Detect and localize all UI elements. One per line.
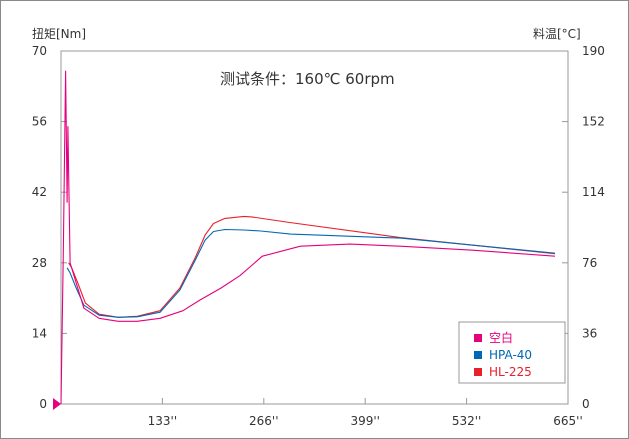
plot-area [60,50,569,405]
y2-tick-label: 36 [582,326,597,340]
legend-label: HPA-40 [489,348,532,362]
series-line-HL-225 [68,215,556,318]
y2-tick-label: 114 [582,185,605,199]
y-tick-label: 70 [32,44,47,58]
legend-swatch [474,334,482,342]
x-tick-label: 665'' [553,414,583,428]
y2-tick-label: 190 [582,44,605,58]
y-tick-label: 42 [32,185,47,199]
legend: 空白 HPA-40 HL-225 [458,321,566,384]
legend-label: 空白 [489,330,513,345]
y-axis-label: 扭矩[Nm] [32,27,86,41]
x-tick-label: 399'' [350,414,380,428]
series-line-空白 [60,70,556,405]
y2-tick-label: 76 [582,256,597,270]
series-line-HPA-40 [66,228,556,318]
x-tick-label: 532'' [452,414,482,428]
legend-label: HL-225 [489,365,532,379]
start-marker-icon [53,398,61,410]
y-tick-label: 28 [32,256,47,270]
y-tick-label: 56 [32,115,47,129]
x-tick-label: 133'' [148,414,178,428]
legend-swatch [474,351,482,359]
y-tick-label: 14 [32,326,47,340]
x-tick-label: 266'' [249,414,279,428]
legend-swatch [474,368,482,376]
chart-title: 测试条件：160℃ 60rpm [220,70,395,88]
y2-tick-label: 0 [582,397,590,411]
y-tick-label: 0 [39,397,47,411]
y2-tick-label: 152 [582,115,605,129]
y2-axis-label: 料温[°C] [533,27,581,41]
